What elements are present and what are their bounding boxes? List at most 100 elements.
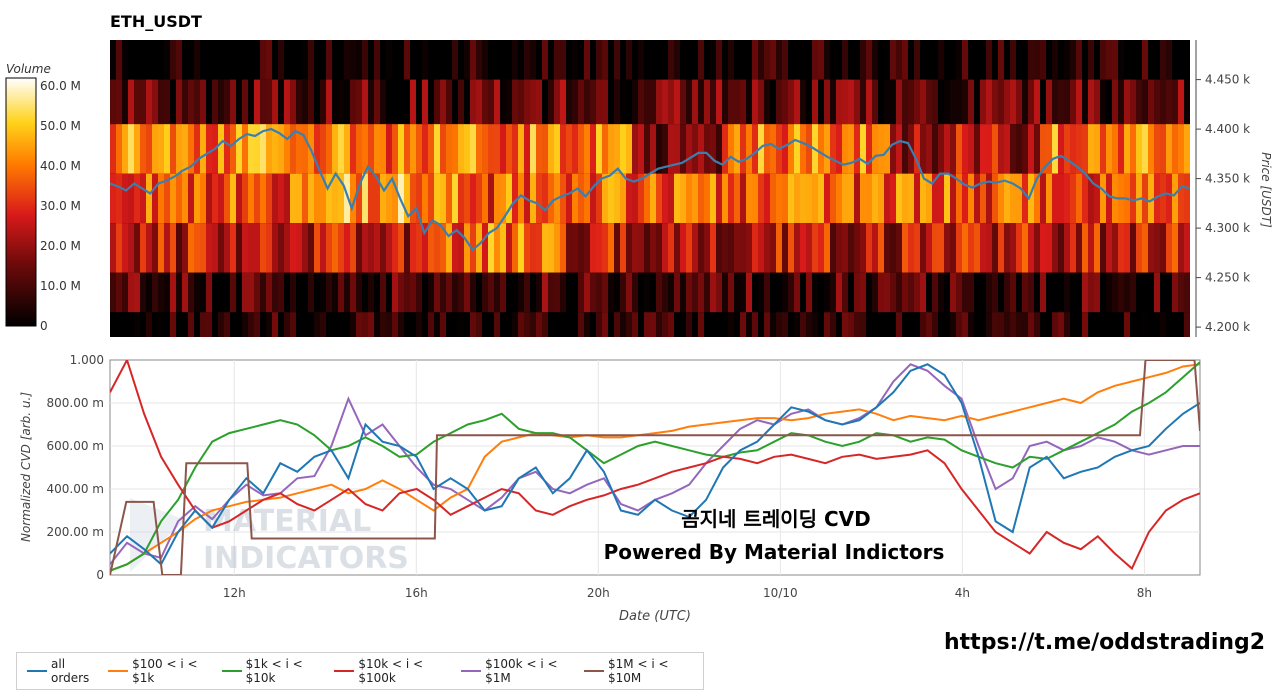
- legend-item[interactable]: $100k < i < $1M: [461, 657, 578, 685]
- heatmap-cell: [152, 124, 159, 174]
- heatmap-cell: [1076, 173, 1083, 224]
- heatmap-cell: [260, 40, 267, 80]
- heatmap-cell: [506, 173, 513, 224]
- heatmap-cell: [458, 79, 465, 125]
- heatmap-cell: [908, 40, 915, 80]
- heatmap-cell: [614, 40, 621, 80]
- heatmap-cell: [986, 272, 993, 313]
- heatmap-cell: [332, 223, 339, 273]
- heatmap-cell: [866, 40, 873, 80]
- heatmap-cell: [530, 173, 537, 224]
- heatmap-cell: [350, 223, 357, 273]
- heatmap-cell: [716, 79, 723, 125]
- heatmap-cell: [1154, 312, 1161, 337]
- heatmap-cell: [380, 40, 387, 80]
- heatmap-cell: [296, 223, 303, 273]
- heatmap-cell: [380, 124, 387, 174]
- heatmap-cell: [968, 40, 975, 80]
- heatmap-cell: [920, 223, 927, 273]
- heatmap-cell: [794, 79, 801, 125]
- heatmap-cell: [608, 173, 615, 224]
- heatmap-cell: [164, 312, 171, 337]
- heatmap-cell: [404, 223, 411, 273]
- heatmap-cell: [368, 40, 375, 80]
- heatmap-cell: [578, 223, 585, 273]
- chart-legend: all orders $100 < i < $1k $1k < i < $10k $1…: [16, 652, 704, 690]
- heatmap-cell: [986, 40, 993, 80]
- heatmap-cell: [566, 173, 573, 224]
- legend-item[interactable]: all orders: [27, 657, 102, 685]
- cvd-x-tick: 4h: [955, 586, 970, 600]
- heatmap-cell: [1034, 40, 1041, 80]
- heatmap-cell: [824, 223, 831, 273]
- heatmap-cell: [1160, 312, 1167, 337]
- heatmap-cell: [392, 223, 399, 273]
- heatmap-cell: [860, 272, 867, 313]
- cvd-y-axis-label: Normalized CVD [arb. u.]: [19, 392, 33, 542]
- heatmap-cell: [170, 40, 177, 80]
- heatmap-cell: [680, 272, 687, 313]
- heatmap-cell: [866, 223, 873, 273]
- heatmap-cell: [326, 40, 333, 80]
- heatmap-cell: [164, 223, 171, 273]
- heatmap-cell: [230, 223, 237, 273]
- heatmap-cell: [1166, 40, 1173, 80]
- heatmap-cell: [1082, 272, 1089, 313]
- heatmap-cell: [1022, 312, 1029, 337]
- heatmap-cell: [200, 312, 207, 337]
- heatmap-cell: [458, 40, 465, 80]
- heatmap-cell: [782, 40, 789, 80]
- heatmap-cell: [728, 173, 735, 224]
- heatmap-cell: [890, 223, 897, 273]
- heatmap-cell: [632, 223, 639, 273]
- legend-item[interactable]: $1M < i < $10M: [583, 657, 697, 685]
- heatmap-cell: [212, 173, 219, 224]
- heatmap-cell: [134, 312, 141, 337]
- heatmap-cell: [1070, 173, 1077, 224]
- heatmap-cell: [164, 124, 171, 174]
- heatmap-cell: [368, 124, 375, 174]
- heatmap-cell: [722, 124, 729, 174]
- heatmap-cell: [824, 124, 831, 174]
- heatmap-cell: [698, 124, 705, 174]
- heatmap-cell: [614, 312, 621, 337]
- heatmap-cell: [380, 312, 387, 337]
- heatmap-cell: [878, 312, 885, 337]
- heatmap-cell: [314, 40, 321, 80]
- heatmap-cell: [1136, 124, 1143, 174]
- legend-item[interactable]: $1k < i < $10k: [221, 657, 329, 685]
- heatmap-cell: [482, 312, 489, 337]
- telegram-link[interactable]: https://t.me/oddstrading2: [944, 630, 1266, 655]
- heatmap-cell: [1028, 223, 1035, 273]
- heatmap-cell: [194, 312, 201, 337]
- heatmap-cell: [1166, 79, 1173, 125]
- heatmap-cell: [848, 79, 855, 125]
- heatmap-cell: [584, 124, 591, 174]
- heatmap-cell: [854, 272, 861, 313]
- heatmap-cell: [110, 79, 117, 125]
- heatmap-cell: [128, 40, 135, 80]
- heatmap-cell: [284, 173, 291, 224]
- heatmap-cell: [920, 79, 927, 125]
- heatmap-cell: [542, 124, 549, 174]
- heatmap-cell: [434, 79, 441, 125]
- heatmap-cell: [266, 312, 273, 337]
- heatmap-cell: [308, 173, 315, 224]
- legend-item[interactable]: $10k < i < $100k: [334, 657, 455, 685]
- heatmap-cell: [896, 40, 903, 80]
- heatmap-cell: [932, 79, 939, 125]
- heatmap-cell: [1010, 312, 1017, 337]
- heatmap-cell: [248, 79, 255, 125]
- heatmap-cell: [746, 40, 753, 80]
- heatmap-cell: [158, 40, 165, 80]
- heatmap-cell: [938, 272, 945, 313]
- heatmap-cell: [776, 40, 783, 80]
- heatmap-cell: [314, 173, 321, 224]
- heatmap-cell: [776, 272, 783, 313]
- heatmap-cell: [1064, 223, 1071, 273]
- heatmap-cell: [416, 40, 423, 80]
- heatmap-cell: [782, 223, 789, 273]
- heatmap-cell: [1028, 124, 1035, 174]
- legend-item[interactable]: $100 < i < $1k: [108, 657, 215, 685]
- heatmap-cell: [992, 312, 999, 337]
